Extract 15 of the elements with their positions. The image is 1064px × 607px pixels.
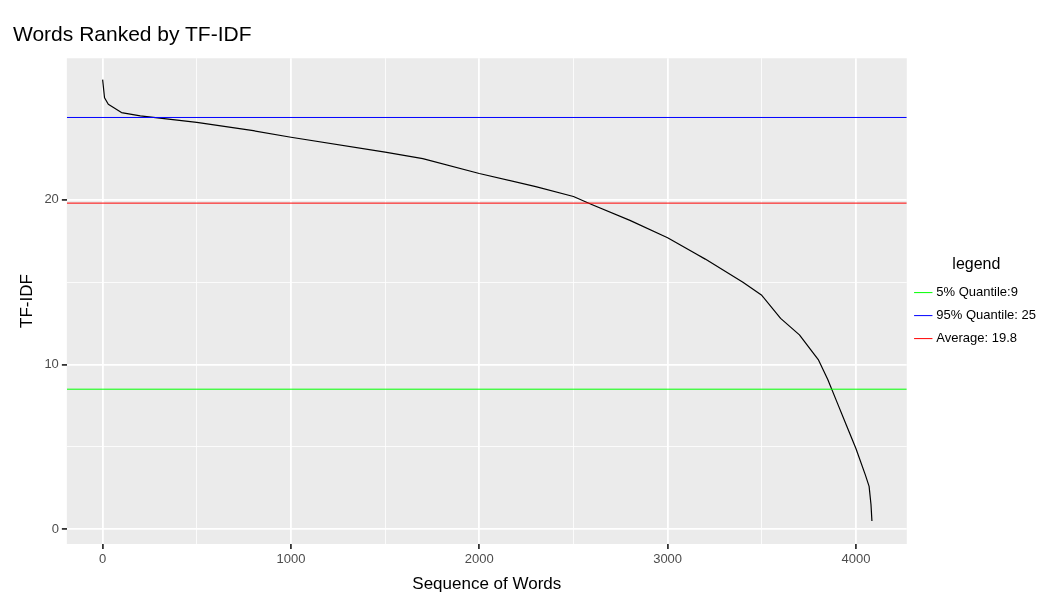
x-tick-label: 2000: [464, 551, 494, 567]
y-tick-label: 0: [51, 520, 59, 536]
x-axis-title: Sequence of Words: [412, 574, 562, 594]
legend-label: 5% Quantile:9: [936, 284, 1018, 300]
y-axis-title: TF-IDF: [16, 274, 36, 329]
x-tick-label: 3000: [653, 551, 683, 567]
y-tick-label: 20: [44, 191, 59, 207]
x-tick-label: 4000: [841, 551, 871, 567]
x-tick-label: 1000: [276, 551, 306, 567]
legend-label: 95% Quantile: 25: [936, 307, 1036, 323]
legend-label: Average: 19.8: [936, 330, 1017, 346]
y-tick-label: 10: [44, 356, 59, 372]
legend-title: legend: [952, 255, 1001, 273]
chart-title: Words Ranked by TF-IDF: [13, 22, 252, 46]
x-tick-label: 0: [99, 551, 107, 567]
